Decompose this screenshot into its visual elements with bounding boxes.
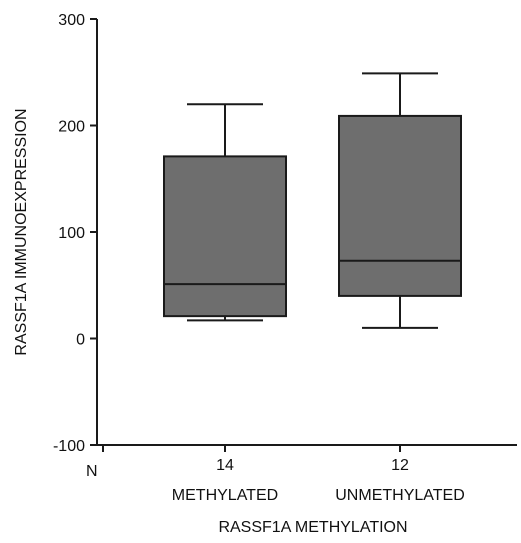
plot-area: -100 0 100 200 300 14 METHYLATED 12 UNMETHYLATED xyxy=(53,12,517,504)
box-iqr xyxy=(163,155,287,318)
n-count-label: 14 xyxy=(216,457,234,474)
y-axis-label: RASSF1A IMMUNOEXPRESSION xyxy=(13,108,30,355)
n-count-prefix: N xyxy=(86,463,98,480)
category-label: METHYLATED xyxy=(172,487,278,504)
box-iqr xyxy=(338,114,462,297)
category-label: UNMETHYLATED xyxy=(335,487,465,504)
y-tick-label: -100 xyxy=(53,438,85,455)
y-tick-label: 200 xyxy=(58,119,85,136)
n-count-label: 12 xyxy=(391,457,409,474)
y-tick-label: 100 xyxy=(58,225,85,242)
y-tick-label: 0 xyxy=(76,332,85,349)
y-tick-label: 300 xyxy=(58,12,85,29)
x-axis-label: RASSF1A METHYLATION xyxy=(218,519,407,536)
